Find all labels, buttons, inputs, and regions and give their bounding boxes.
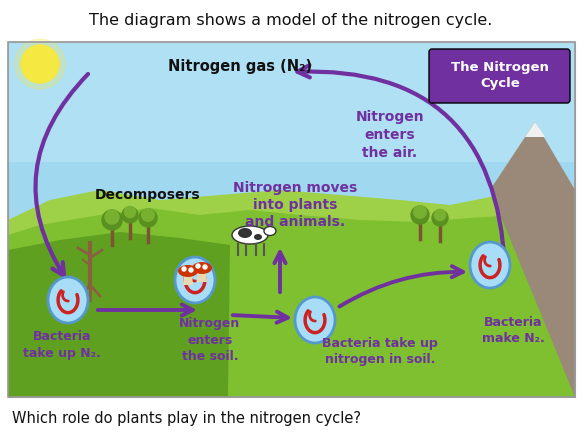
Polygon shape [8, 42, 575, 397]
Polygon shape [183, 273, 193, 285]
Polygon shape [525, 122, 545, 137]
Ellipse shape [254, 234, 262, 240]
Circle shape [142, 209, 154, 221]
Text: Bacteria take up
nitrogen in soil.: Bacteria take up nitrogen in soil. [322, 337, 438, 366]
Circle shape [434, 210, 445, 221]
Text: Bacteria
make N₂.: Bacteria make N₂. [482, 315, 545, 344]
Polygon shape [8, 42, 575, 162]
Text: Nitrogen
enters
the soil.: Nitrogen enters the soil. [180, 318, 241, 362]
Text: The Nitrogen
Cycle: The Nitrogen Cycle [451, 61, 549, 90]
Circle shape [432, 210, 448, 226]
Polygon shape [197, 270, 207, 282]
Circle shape [203, 265, 207, 269]
Ellipse shape [264, 226, 276, 235]
Circle shape [102, 210, 122, 230]
Ellipse shape [232, 226, 268, 244]
Polygon shape [490, 122, 575, 397]
Polygon shape [8, 245, 575, 397]
Ellipse shape [178, 265, 198, 277]
Text: Nitrogen moves
into plants
and animals.: Nitrogen moves into plants and animals. [233, 181, 357, 229]
FancyBboxPatch shape [429, 49, 570, 103]
Ellipse shape [295, 297, 335, 343]
Circle shape [196, 264, 200, 268]
Circle shape [189, 268, 193, 272]
Circle shape [21, 45, 59, 83]
Ellipse shape [175, 257, 215, 303]
Text: Nitrogen
enters
the air.: Nitrogen enters the air. [356, 110, 424, 160]
Circle shape [182, 267, 186, 271]
Polygon shape [8, 185, 575, 397]
Circle shape [139, 209, 157, 227]
Ellipse shape [192, 262, 212, 274]
Polygon shape [8, 208, 575, 397]
Circle shape [124, 206, 136, 218]
Text: Bacteria
take up N₂.: Bacteria take up N₂. [23, 330, 101, 359]
Text: Nitrogen gas (N₂): Nitrogen gas (N₂) [168, 60, 312, 74]
Polygon shape [8, 232, 230, 397]
Ellipse shape [238, 228, 252, 238]
Text: The diagram shows a model of the nitrogen cycle.: The diagram shows a model of the nitroge… [89, 13, 493, 28]
Circle shape [122, 207, 138, 223]
Circle shape [105, 210, 119, 224]
Circle shape [15, 39, 65, 89]
Circle shape [414, 206, 426, 218]
Ellipse shape [470, 242, 510, 288]
Circle shape [411, 206, 429, 224]
Text: Decomposers: Decomposers [95, 188, 201, 202]
Text: Which role do plants play in the nitrogen cycle?: Which role do plants play in the nitroge… [12, 410, 361, 426]
Ellipse shape [48, 277, 88, 323]
